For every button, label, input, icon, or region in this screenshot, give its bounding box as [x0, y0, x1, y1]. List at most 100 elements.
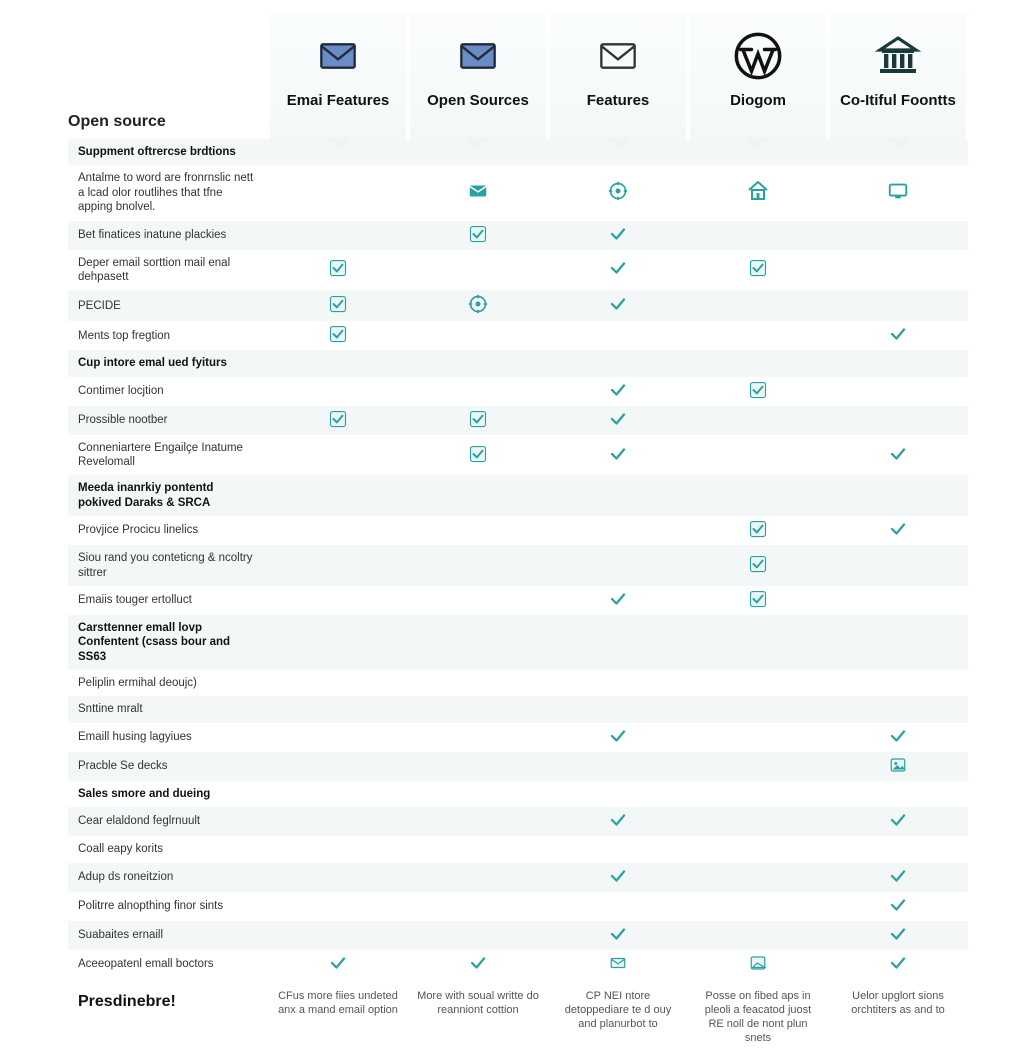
feature-cell	[408, 221, 548, 250]
feature-cell	[548, 321, 688, 350]
feature-cell	[268, 377, 408, 406]
feature-cell	[268, 435, 408, 476]
feature-cell	[548, 586, 688, 615]
check-box-icon	[749, 555, 767, 576]
feature-cell	[688, 350, 828, 376]
check-icon	[889, 867, 907, 888]
feature-cell	[828, 670, 968, 696]
row-label: Deper email sorttion mail enal dehpasett	[68, 250, 268, 291]
feature-cell	[548, 921, 688, 950]
footer-title: Presdinebre!	[68, 979, 268, 1056]
feature-cell	[548, 165, 688, 220]
column-header: Open Sources	[410, 12, 546, 139]
feature-cell	[828, 350, 968, 376]
feature-cell	[688, 892, 828, 921]
row-section-header: Cup intore emal ued fyiturs	[68, 350, 268, 376]
row-label: Provjice Procicu linelics	[68, 516, 268, 545]
column-header: Features	[550, 12, 686, 139]
check-icon	[609, 590, 627, 611]
feature-cell	[548, 221, 688, 250]
check-box-icon	[469, 410, 487, 431]
column-footer: CP NEI ntore detoppediare te d ouy and p…	[548, 979, 688, 1056]
feature-cell	[828, 545, 968, 586]
feature-cell	[828, 781, 968, 807]
check-icon	[889, 325, 907, 346]
row-label: Peliplin ermihal deoujc)	[68, 670, 268, 696]
feature-cell	[408, 321, 548, 350]
feature-cell	[268, 696, 408, 722]
feature-cell	[408, 250, 548, 291]
check-icon	[889, 520, 907, 541]
feature-cell	[828, 863, 968, 892]
check-box-icon	[329, 259, 347, 280]
check-icon	[609, 445, 627, 466]
feature-cell	[268, 516, 408, 545]
row-label: Aceeopatenl emall boctors	[68, 950, 268, 979]
feature-cell	[408, 892, 548, 921]
gear-teal-icon	[608, 181, 628, 204]
envelope-outline-icon	[594, 26, 642, 86]
feature-cell	[688, 586, 828, 615]
row-label: Emaill husing lagyiues	[68, 723, 268, 752]
feature-cell	[408, 670, 548, 696]
column-footer: CFus more fiies undeted anx a mand email…	[268, 979, 408, 1056]
feature-cell	[828, 836, 968, 862]
mail-outline-teal-icon	[609, 954, 627, 975]
feature-cell	[548, 350, 688, 376]
house-teal-icon	[746, 179, 770, 206]
row-label: Coall eapy korits	[68, 836, 268, 862]
column-title: Diogom	[730, 92, 786, 109]
feature-cell	[268, 290, 408, 321]
feature-cell	[408, 516, 548, 545]
gear-teal-icon	[468, 294, 488, 317]
row-label: Ments top fregtion	[68, 321, 268, 350]
check-box-icon	[749, 590, 767, 611]
check-icon	[889, 727, 907, 748]
check-box-icon	[749, 381, 767, 402]
feature-cell	[408, 165, 548, 220]
feature-cell	[268, 950, 408, 979]
feature-cell	[688, 516, 828, 545]
feature-cell	[548, 863, 688, 892]
feature-cell	[408, 807, 548, 836]
column-title: Features	[587, 92, 650, 109]
feature-cell	[688, 221, 828, 250]
feature-cell	[408, 406, 548, 435]
feature-cell	[268, 781, 408, 807]
row-section-header: Sales smore and dueing	[68, 781, 268, 807]
feature-cell	[408, 863, 548, 892]
feature-cell	[828, 615, 968, 670]
check-box-icon	[469, 225, 487, 246]
feature-cell	[268, 475, 408, 516]
feature-cell	[688, 670, 828, 696]
feature-cell	[548, 406, 688, 435]
image-teal-icon	[889, 756, 907, 777]
check-icon	[889, 925, 907, 946]
section-title: Open source	[68, 12, 268, 139]
feature-cell	[828, 321, 968, 350]
feature-cell	[408, 921, 548, 950]
feature-cell	[408, 696, 548, 722]
feature-cell	[268, 921, 408, 950]
feature-cell	[688, 377, 828, 406]
row-label: Cear elaldond feglrnuult	[68, 807, 268, 836]
check-icon	[609, 259, 627, 280]
feature-cell	[548, 435, 688, 476]
row-label: Politrre alnopthing finor sints	[68, 892, 268, 921]
feature-cell	[548, 781, 688, 807]
check-icon	[889, 811, 907, 832]
feature-cell	[828, 950, 968, 979]
check-icon	[609, 295, 627, 316]
feature-cell	[408, 435, 548, 476]
feature-cell	[688, 435, 828, 476]
check-box-icon	[749, 520, 767, 541]
column-footer: More with soual writte do reanniont cott…	[408, 979, 548, 1056]
row-section-header: Meeda inanrkiy pontentd pokived Daraks &…	[68, 475, 268, 516]
feature-cell	[268, 836, 408, 862]
check-icon	[609, 867, 627, 888]
feature-cell	[408, 290, 548, 321]
check-box-icon	[469, 445, 487, 466]
monitor-teal-icon	[886, 180, 910, 205]
feature-cell	[828, 516, 968, 545]
feature-cell	[828, 586, 968, 615]
